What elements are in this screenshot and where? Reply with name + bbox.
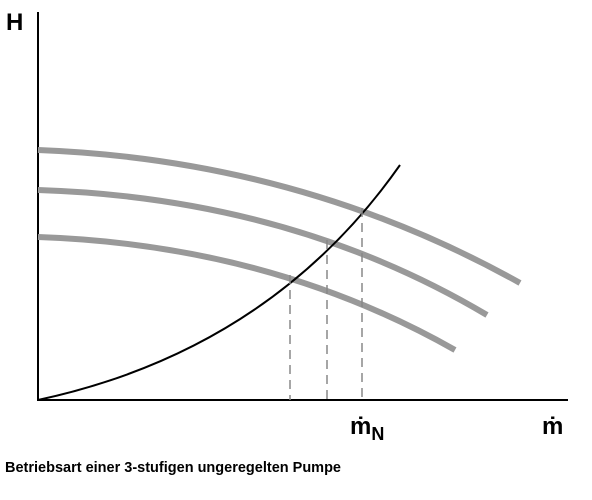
nominal-symbol: ṁ [350, 413, 371, 440]
nominal-label: ṁN [350, 413, 384, 444]
y-axis-label: H [6, 9, 23, 36]
caption: Betriebsart einer 3-stufigen ungeregelte… [5, 460, 341, 476]
nominal-subscript: N [371, 424, 384, 444]
pump-curve-high [37, 147, 522, 286]
pump-curve-low [37, 234, 457, 353]
pump-curve-mid [37, 187, 489, 318]
x-axis-label: ṁ [542, 413, 563, 440]
